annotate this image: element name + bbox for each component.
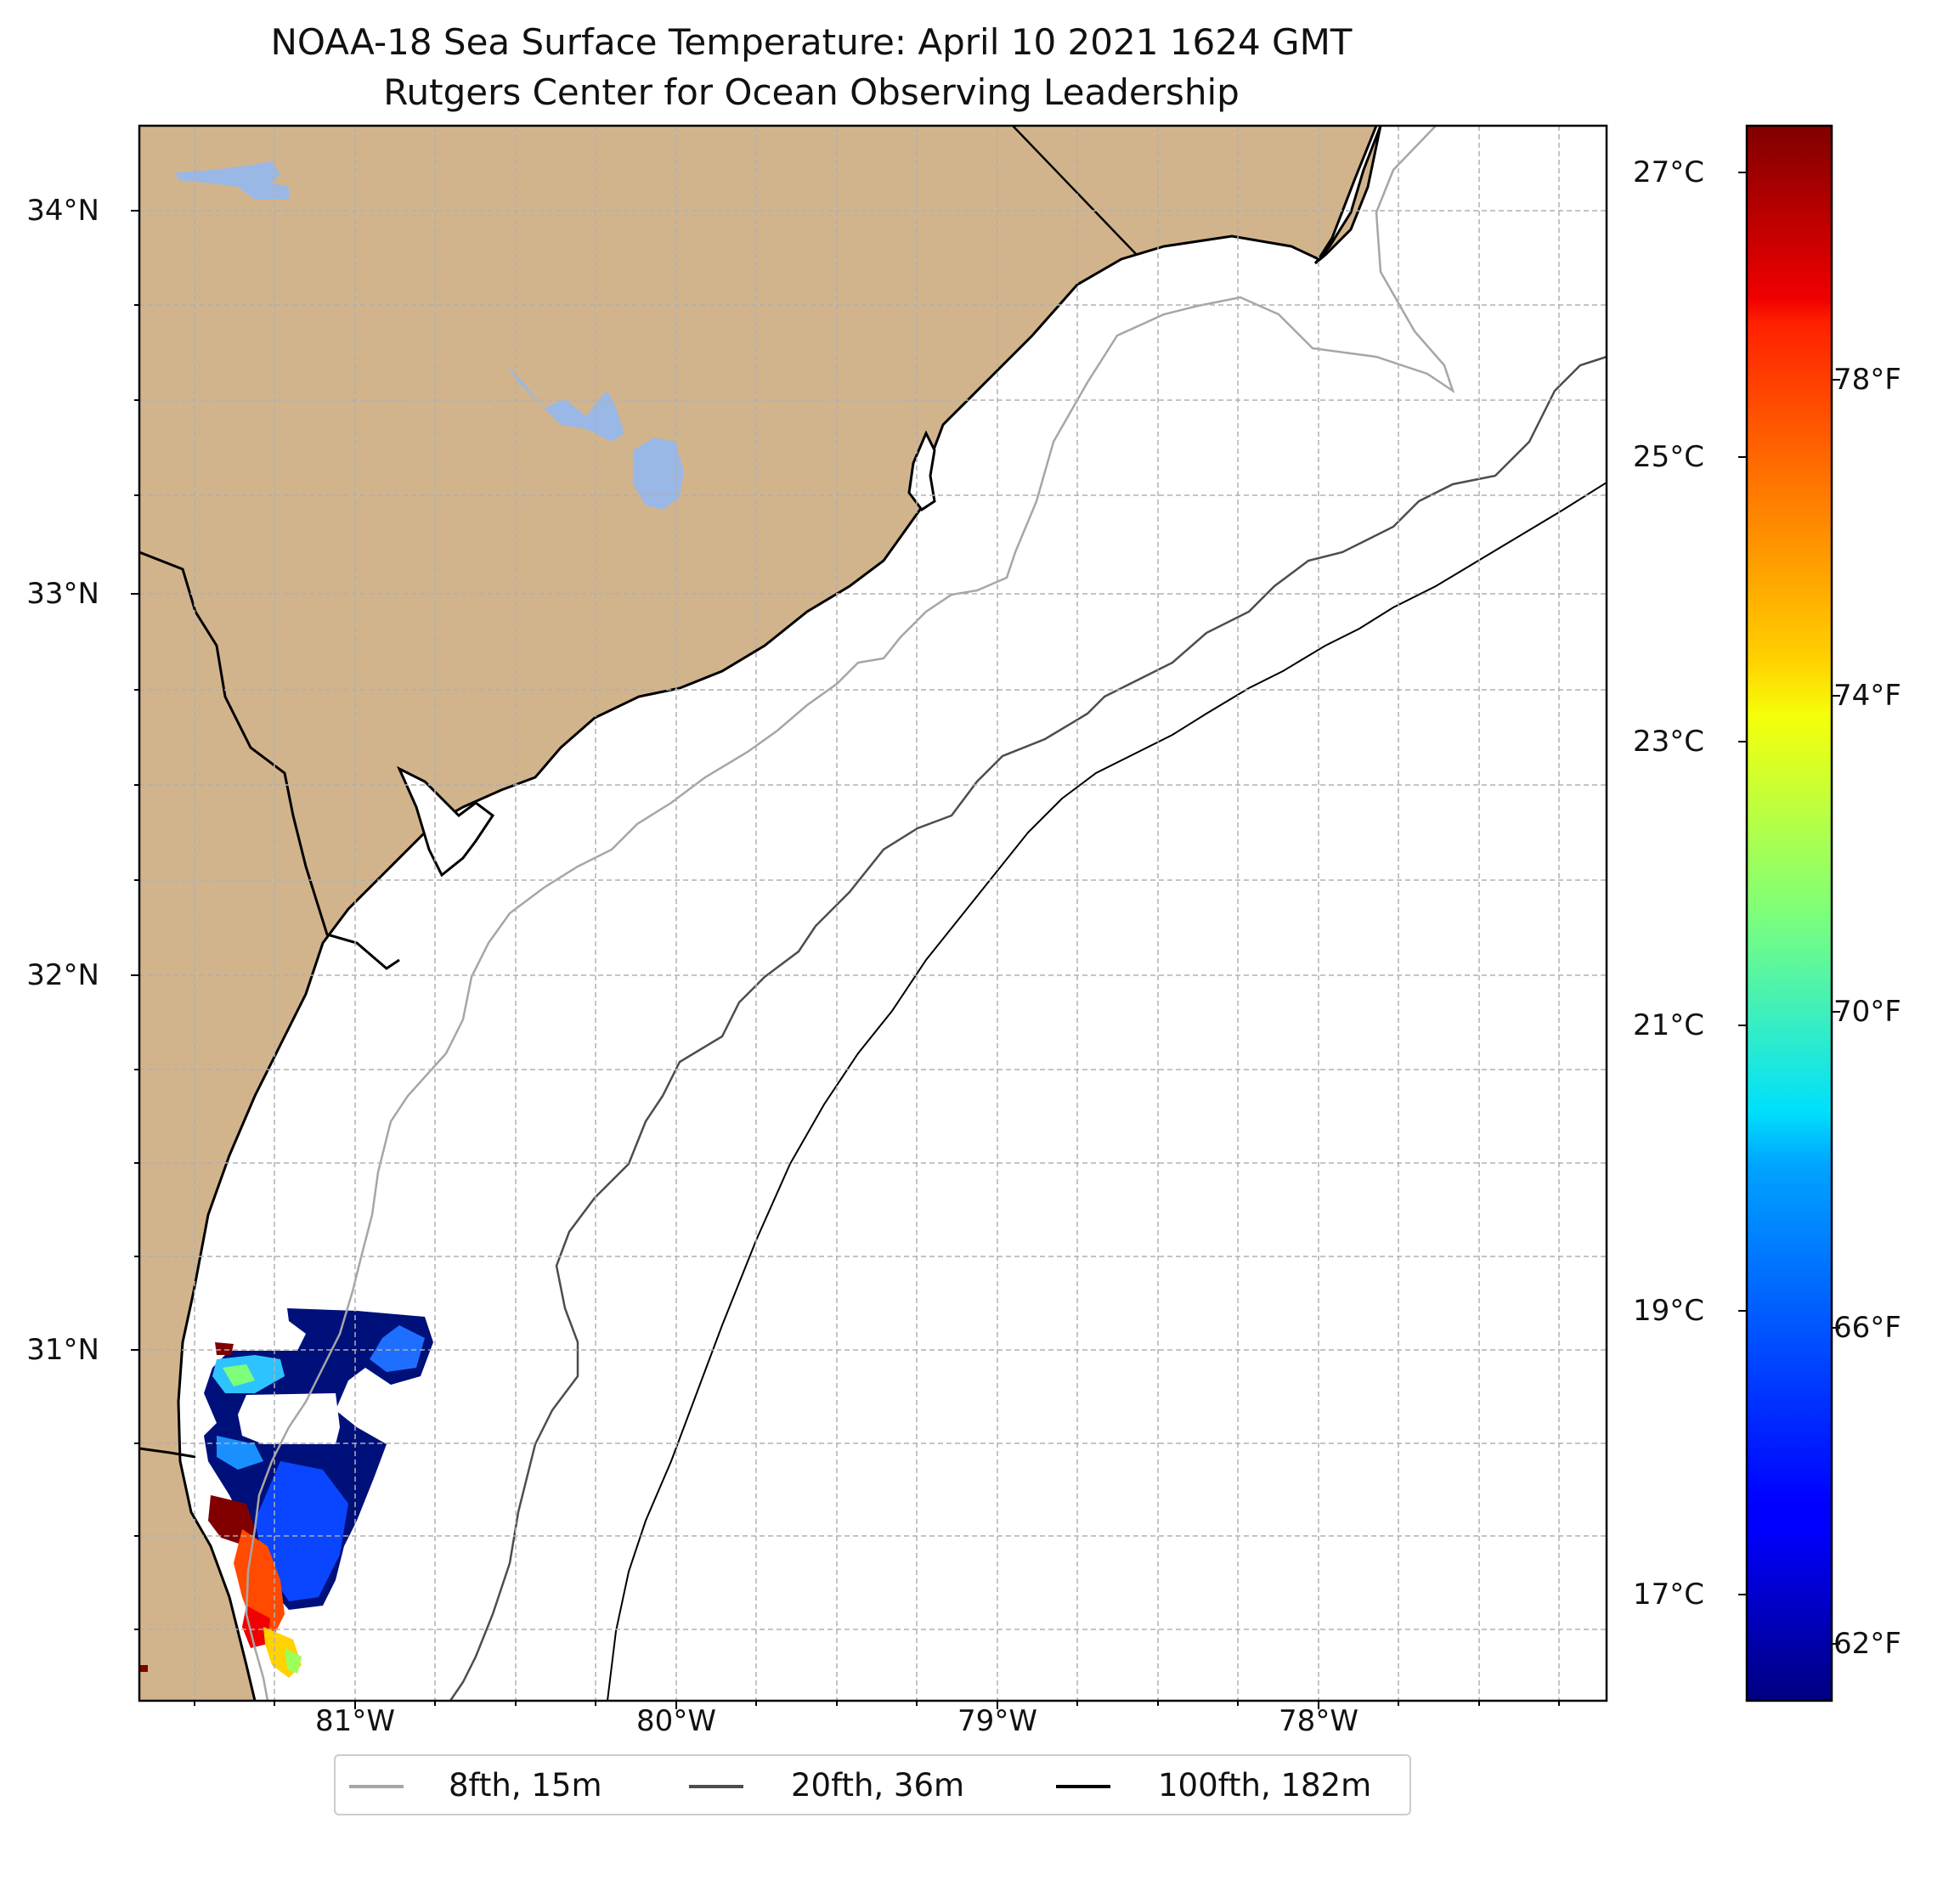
lake-top-left	[176, 161, 289, 200]
isobath-100fth	[607, 482, 1607, 1701]
state-boundary	[1012, 126, 1138, 256]
estuary	[907, 430, 936, 512]
lat-label: 31°N	[26, 1333, 99, 1367]
colorbar-celsius-label: 25°C	[1633, 440, 1705, 474]
colorbar	[1745, 124, 1833, 1702]
lat-label: 33°N	[26, 577, 99, 611]
legend-label: 20fth, 36m	[791, 1767, 965, 1804]
colorbar-fahrenheit-label: 66°F	[1833, 1311, 1901, 1345]
legend-label: 100fth, 182m	[1158, 1767, 1372, 1804]
legend: 8fth, 15m 20fth, 36m 100fth, 182m	[334, 1754, 1411, 1815]
legend-swatch-20fth	[689, 1785, 743, 1788]
state-boundary	[139, 1447, 196, 1459]
colorbar-ticks	[1738, 172, 1840, 1645]
lake-moultrie	[633, 438, 684, 510]
legend-swatch-8fth	[349, 1785, 404, 1788]
axis-ticks	[131, 210, 1560, 1709]
state-boundary	[139, 550, 400, 970]
lake-marion	[506, 364, 624, 442]
colorbar-celsius-label: 17°C	[1633, 1578, 1705, 1612]
colorbar-celsius-label: 23°C	[1633, 725, 1705, 759]
lon-label: 81°W	[315, 1704, 395, 1738]
lon-label: 80°W	[636, 1704, 716, 1738]
colorbar-fahrenheit-label: 74°F	[1833, 679, 1901, 713]
colorbar-celsius-label: 21°C	[1633, 1008, 1705, 1042]
gridlines	[139, 126, 1607, 1701]
estuary	[396, 765, 495, 878]
isobath-8fth	[245, 126, 1455, 1701]
land-area	[139, 126, 1376, 1701]
legend-swatch-100fth	[1056, 1785, 1110, 1788]
sst-data	[139, 1308, 433, 1678]
barrier-island	[1313, 126, 1382, 265]
map-frame	[138, 124, 1608, 1702]
chart-subtitle: Rutgers Center for Ocean Observing Leade…	[383, 71, 1240, 113]
isobath-20fth	[449, 355, 1607, 1701]
colorbar-fahrenheit-label: 78°F	[1833, 363, 1901, 397]
coastline	[177, 126, 1378, 1701]
lat-label: 34°N	[26, 194, 99, 228]
colorbar-celsius-label: 27°C	[1633, 155, 1705, 189]
lon-label: 79°W	[957, 1704, 1037, 1738]
chart-title: NOAA-18 Sea Surface Temperature: April 1…	[270, 21, 1353, 63]
colorbar-fahrenheit-label: 62°F	[1833, 1627, 1901, 1661]
colorbar-celsius-label: 19°C	[1633, 1294, 1705, 1328]
legend-label: 8fth, 15m	[449, 1767, 602, 1804]
lat-label: 32°N	[26, 958, 99, 992]
colorbar-fahrenheit-label: 70°F	[1833, 995, 1901, 1029]
lon-label: 78°W	[1279, 1704, 1358, 1738]
